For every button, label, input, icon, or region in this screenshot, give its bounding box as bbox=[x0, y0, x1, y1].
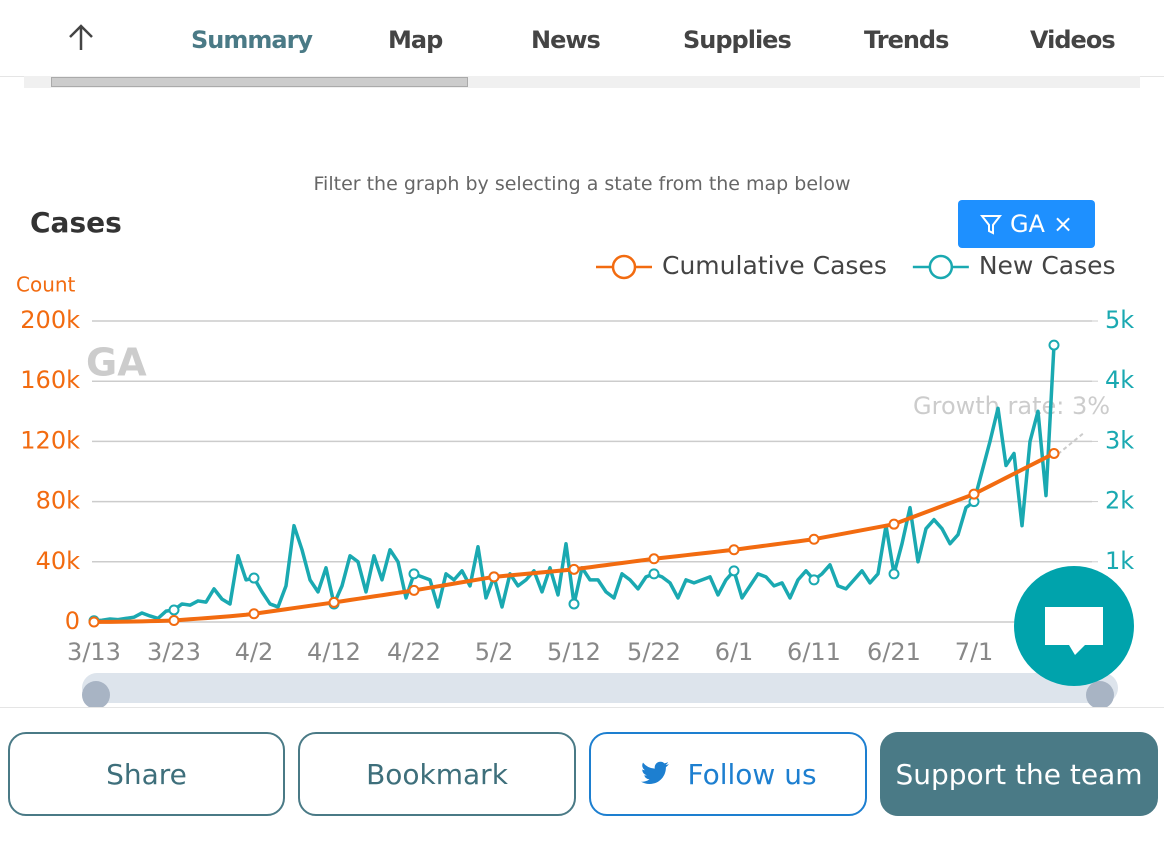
data-point bbox=[408, 568, 420, 580]
data-point bbox=[328, 596, 340, 608]
nav-bar: Summary Map News Supplies Trends Videos bbox=[0, 0, 1164, 77]
data-point bbox=[568, 598, 580, 610]
tab[interactable]: Videos bbox=[1030, 26, 1116, 54]
data-point bbox=[248, 572, 260, 584]
x-tick-label: 3/13 bbox=[67, 638, 121, 666]
x-tick-label: 6/1 bbox=[715, 638, 754, 666]
support-button[interactable]: Support the team bbox=[880, 732, 1158, 816]
data-point bbox=[1048, 339, 1060, 351]
data-point bbox=[488, 571, 500, 583]
divider bbox=[0, 707, 1164, 708]
x-tick-label: 4/12 bbox=[307, 638, 361, 666]
scrollbar[interactable] bbox=[24, 76, 1140, 88]
x-tick-label: 6/21 bbox=[867, 638, 921, 666]
zoom-slider[interactable] bbox=[82, 673, 1118, 703]
x-tick-label: 5/22 bbox=[627, 638, 681, 666]
twitter-icon bbox=[641, 761, 670, 785]
tab[interactable]: Map bbox=[388, 26, 443, 54]
y2-tick-label: 5k bbox=[1105, 306, 1134, 334]
slider-handle[interactable] bbox=[1086, 681, 1114, 708]
slider-handle[interactable] bbox=[82, 681, 110, 708]
bookmark-button[interactable]: Bookmark bbox=[298, 732, 576, 816]
badge-text: GA bbox=[1009, 210, 1045, 238]
trend-extension bbox=[1057, 431, 1086, 455]
y-tick-label: 160k bbox=[20, 366, 80, 394]
y-tick-label: 0 bbox=[65, 607, 80, 635]
tab[interactable]: News bbox=[531, 26, 601, 54]
data-point bbox=[88, 616, 100, 628]
data-point bbox=[808, 574, 820, 586]
legend-label: New Cases bbox=[979, 251, 1116, 280]
data-point bbox=[1048, 447, 1060, 459]
data-point bbox=[968, 488, 980, 500]
y-tick-label: 80k bbox=[36, 487, 81, 515]
y-tick-label: 200k bbox=[20, 306, 80, 334]
data-point bbox=[728, 544, 740, 556]
y2-tick-label: 1k bbox=[1105, 547, 1134, 575]
x-tick-label: 5/2 bbox=[475, 638, 514, 666]
watermark: GA bbox=[86, 341, 147, 385]
x-tick-label: 4/2 bbox=[235, 638, 274, 666]
legend-marker bbox=[611, 254, 637, 280]
data-point bbox=[648, 553, 660, 565]
data-point bbox=[888, 518, 900, 530]
x-tick-label: 4/22 bbox=[387, 638, 441, 666]
tab[interactable]: Supplies bbox=[683, 26, 792, 54]
follow-button[interactable]: Follow us bbox=[589, 732, 867, 816]
up-arrow[interactable] bbox=[66, 22, 96, 52]
series-line bbox=[93, 344, 1056, 623]
data-point bbox=[728, 565, 740, 577]
data-point bbox=[568, 563, 580, 575]
chat-button[interactable] bbox=[1013, 565, 1135, 687]
y2-tick-label: 3k bbox=[1105, 426, 1134, 454]
legend-label: Cumulative Cases bbox=[662, 251, 887, 280]
legend-marker bbox=[928, 254, 954, 280]
filter-hint: Filter the graph by selecting a state fr… bbox=[313, 173, 851, 195]
tab[interactable]: Summary bbox=[191, 26, 313, 54]
annotation: Growth rate: 3% bbox=[913, 392, 1110, 420]
chart: Cases Count GA Growth rate: 3% 0 40k 80k 12… bbox=[16, 206, 1134, 708]
x-tick-label: 3/23 bbox=[147, 638, 201, 666]
data-point bbox=[248, 608, 260, 620]
y2-tick-label: 4k bbox=[1105, 366, 1134, 394]
data-point bbox=[808, 533, 820, 545]
data-point bbox=[168, 604, 180, 616]
y-axis-title: Count bbox=[16, 273, 76, 297]
y-tick-label: 120k bbox=[20, 426, 80, 454]
follow-text: Follow us bbox=[687, 757, 817, 791]
data-point bbox=[888, 568, 900, 580]
x-tick-label: 5/12 bbox=[547, 638, 601, 666]
filter-badge[interactable]: GA × bbox=[958, 200, 1095, 248]
y2-tick-label: 2k bbox=[1105, 487, 1134, 515]
close-icon[interactable]: × bbox=[1052, 210, 1074, 238]
filter-icon bbox=[979, 215, 1002, 235]
share-button[interactable]: Share bbox=[8, 732, 285, 816]
data-point bbox=[408, 584, 420, 596]
tab[interactable]: Trends bbox=[864, 26, 949, 54]
x-tick-label: 6/11 bbox=[787, 638, 841, 666]
y-tick-label: 40k bbox=[36, 547, 81, 575]
data-point bbox=[168, 614, 180, 626]
chart-title: Cases bbox=[30, 206, 122, 239]
data-point bbox=[648, 568, 660, 580]
x-tick-label: 7/1 bbox=[955, 638, 994, 666]
